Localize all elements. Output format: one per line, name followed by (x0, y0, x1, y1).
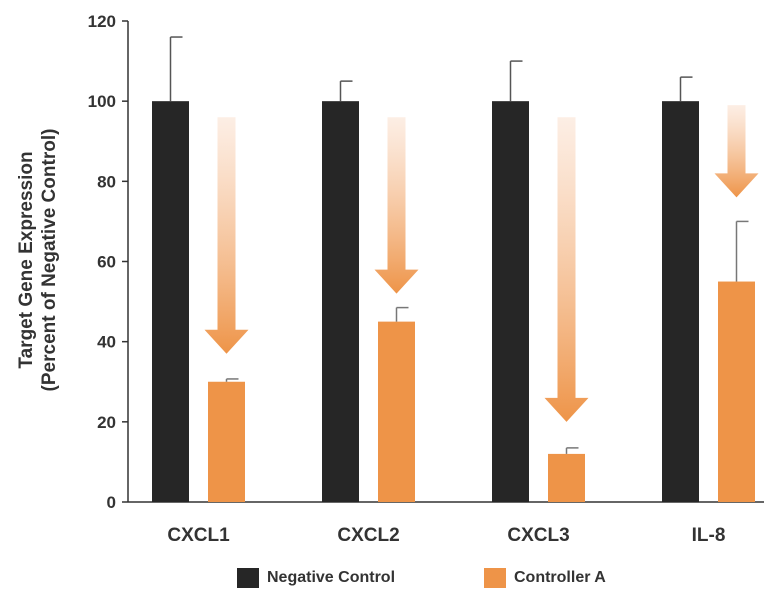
legend-item-negative-control: Negative Control (237, 568, 395, 588)
bar-negative-control (322, 101, 359, 503)
bar-controller-a (548, 453, 585, 502)
y-axis-label-line-1: Target Gene Expression (16, 151, 37, 369)
y-tick-label: 60 (97, 253, 116, 272)
bar-negative-control (662, 101, 699, 503)
legend: Negative Control Controller A (0, 568, 764, 590)
legend-label-controller-a: Controller A (514, 569, 606, 586)
y-tick-label: 100 (88, 92, 116, 111)
bars (152, 101, 755, 503)
bar-negative-control (152, 101, 189, 503)
bar-controller-a (208, 381, 245, 502)
y-tick-label: 80 (97, 172, 116, 191)
y-tick-label: 120 (88, 12, 116, 31)
x-tick-label: CXCL2 (337, 525, 399, 546)
y-tick-label: 0 (107, 493, 116, 512)
down-arrow-cxcl2 (374, 117, 419, 294)
down-arrow-cxcl1 (204, 117, 249, 354)
x-tick-label: CXCL3 (507, 525, 569, 546)
bar-controller-a (718, 281, 755, 502)
down-arrow-il-8 (714, 105, 759, 198)
error-bars (169, 36, 749, 454)
legend-swatch-controller-a (484, 568, 506, 588)
down-arrow-cxcl3 (544, 117, 589, 422)
y-axis-label: Target Gene Expression (Percent of Negat… (8, 60, 68, 460)
y-axis-label-line-2: (Percent of Negative Control) (39, 128, 60, 392)
y-tick-label: 40 (97, 333, 116, 352)
x-tick-label: CXCL1 (167, 525, 230, 546)
bar-controller-a (378, 321, 415, 502)
tick-labels: 0 20 40 60 80 100 120 CXCL1 CXCL2 CXCL3 IL-8 (88, 12, 726, 546)
bar-negative-control (492, 101, 529, 503)
legend-swatch-negative-control (237, 568, 259, 588)
x-tick-label: IL-8 (692, 525, 726, 546)
legend-item-controller-a: Controller A (484, 568, 606, 588)
y-tick-label: 20 (97, 413, 116, 432)
legend-label-negative-control: Negative Control (267, 569, 396, 586)
reduction-arrows (204, 105, 759, 422)
